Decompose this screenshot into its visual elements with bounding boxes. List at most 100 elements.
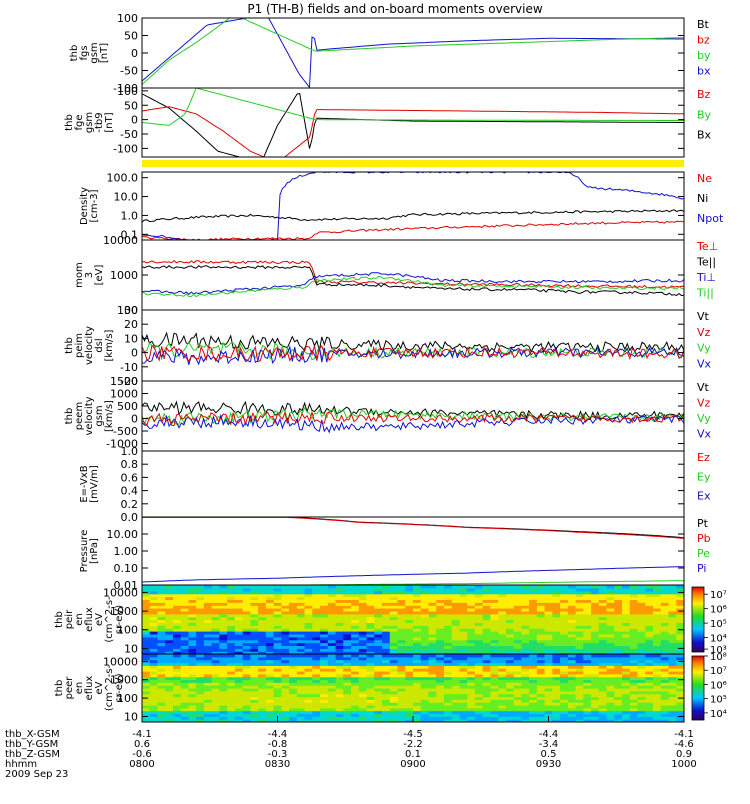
spectrogram-cell — [420, 605, 429, 609]
spectrogram-cell — [459, 616, 468, 621]
spectrogram-cell — [196, 613, 205, 618]
spectrogram-cell — [211, 610, 220, 615]
spectrogram-cell — [219, 662, 228, 666]
spectrogram-cell — [397, 585, 406, 589]
spectrogram-cell — [203, 671, 213, 675]
spectrogram-cell — [265, 665, 275, 669]
spectrogram-cell — [165, 605, 174, 609]
spectrogram-cell — [645, 671, 654, 675]
spectrogram-cell — [451, 636, 460, 641]
spectrogram-cell — [265, 671, 275, 675]
spectrogram-cell — [250, 642, 259, 646]
spectrogram-cell — [374, 587, 383, 592]
spectrogram-cell — [250, 599, 259, 603]
spectrogram-cell — [397, 707, 406, 712]
spectrogram-cell — [544, 696, 553, 700]
legend-Te||: Te|| — [696, 256, 716, 269]
y-axis-label: thb — [64, 408, 75, 425]
spectrogram-cell — [227, 642, 236, 646]
spectrogram-cell — [304, 631, 313, 635]
spectrogram-cell — [157, 665, 166, 669]
spectrogram-cell — [188, 668, 197, 672]
spectrogram-cell — [335, 665, 344, 669]
spectrogram-cell — [289, 710, 298, 715]
spectrogram-cell — [358, 639, 368, 644]
spectrogram-cell — [622, 590, 631, 595]
spectrogram-cell — [304, 716, 313, 720]
spectrogram-cell — [451, 679, 460, 683]
spectrogram-cell — [552, 596, 561, 600]
spectrogram-cell — [668, 651, 677, 654]
spectrogram-cell — [203, 622, 213, 626]
spectrogram-cell — [258, 631, 267, 635]
spectrogram-cell — [614, 613, 623, 618]
spectrogram-cell — [265, 616, 275, 621]
spectrogram-cell — [513, 631, 522, 635]
spectrogram-cell — [660, 651, 670, 654]
spectrogram-cell — [296, 693, 306, 698]
spectrogram-cell — [575, 596, 584, 600]
spectrogram-cell — [645, 673, 654, 678]
spectrogram-cell — [459, 654, 468, 658]
spectrogram-cell — [637, 610, 646, 615]
spectrogram-cell — [366, 685, 375, 689]
spectrogram-cell — [413, 659, 422, 664]
spectrogram-cell — [583, 699, 592, 703]
spectrogram-cell — [591, 690, 600, 695]
spectrogram-cell — [521, 593, 530, 598]
y-tick-label: 100 — [117, 624, 138, 637]
spectrogram-cell — [366, 648, 375, 652]
spectrogram-cell — [428, 671, 437, 675]
spectrogram-cell — [436, 590, 445, 595]
spectrogram-cell — [335, 696, 344, 700]
y-axis-label: fgs — [79, 45, 90, 60]
spectrogram-cell — [250, 671, 259, 675]
spectrogram-cell — [521, 631, 530, 635]
spectrogram-cell — [428, 602, 437, 606]
spectrogram-cell — [645, 587, 654, 592]
spectrogram-cell — [382, 651, 391, 654]
spectrogram-cell — [622, 713, 631, 717]
spectrogram-cell — [281, 716, 290, 720]
spectrogram-cell — [281, 685, 290, 689]
spectrogram-cell — [552, 671, 561, 675]
spectrogram-cell — [552, 636, 561, 641]
spectrogram-cell — [444, 648, 453, 652]
spectrogram-cell — [444, 668, 453, 672]
spectrogram-cell — [180, 705, 189, 709]
spectrogram-cell — [451, 616, 460, 621]
legend-Ne: Ne — [697, 172, 712, 185]
spectrogram-cell — [660, 656, 670, 661]
spectrogram-cell — [196, 628, 205, 632]
spectrogram-cell — [304, 662, 313, 666]
spectrogram-cell — [444, 596, 453, 600]
spectrogram-cell — [165, 585, 174, 589]
spectrogram-cell — [637, 587, 646, 592]
spectrogram-cell — [622, 639, 631, 644]
spectrogram-cell — [552, 619, 561, 623]
spectrogram-cell — [467, 633, 476, 638]
spectrogram-cell — [413, 699, 422, 703]
spectrogram-cell — [374, 673, 383, 678]
spectrogram-cell — [498, 633, 507, 638]
y-axis-label: peim — [74, 333, 85, 358]
spectrogram-cell — [567, 702, 577, 706]
spectrogram-cell — [281, 619, 290, 623]
spectrogram-cell — [382, 713, 391, 717]
legend-Pb: Pb — [697, 532, 711, 545]
spectrogram-cell — [575, 602, 584, 606]
spectrogram-cell — [544, 628, 553, 632]
spectrogram-cell — [653, 662, 662, 666]
spectrogram-cell — [428, 705, 437, 709]
spectrogram-cell — [676, 610, 684, 615]
spectrogram-cell — [645, 676, 654, 681]
spectrogram-cell — [428, 651, 437, 654]
spectrogram-cell — [343, 690, 352, 695]
spectrogram-cell — [234, 599, 244, 603]
spectrogram-cell — [444, 699, 453, 703]
spectrogram-cell — [567, 696, 577, 700]
spectrogram-cell — [622, 656, 631, 661]
spectrogram-cell — [234, 616, 244, 621]
spectrogram-cell — [668, 631, 677, 635]
spectrogram-cell — [265, 719, 275, 722]
